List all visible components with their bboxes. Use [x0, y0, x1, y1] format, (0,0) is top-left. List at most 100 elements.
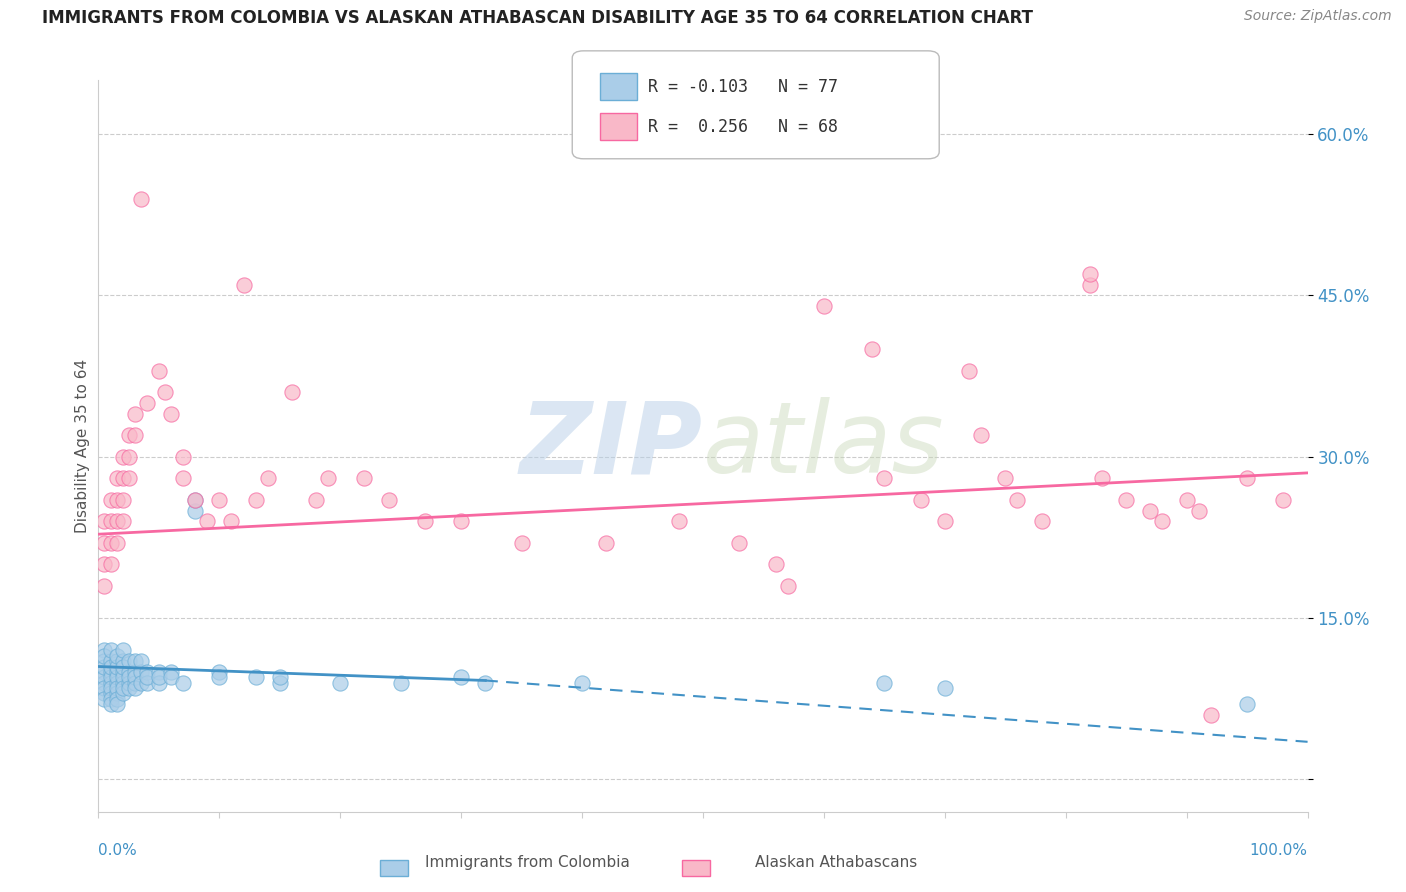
Point [1007, 492, 1029, 507]
Point [118, 450, 141, 464]
Point [105, 686, 128, 700]
Point [100, 697, 122, 711]
Point [100, 654, 122, 668]
Point [105, 514, 128, 528]
Point [111, 471, 134, 485]
Point [100, 665, 122, 679]
Point [377, 492, 399, 507]
Point [105, 665, 128, 679]
Point [1236, 697, 1258, 711]
Point [172, 675, 194, 690]
Point [873, 471, 896, 485]
Point [124, 670, 146, 684]
Point [221, 514, 243, 528]
Y-axis label: Disability Age 35 to 64: Disability Age 35 to 64 [75, 359, 90, 533]
Point [100, 686, 122, 700]
Point [124, 665, 146, 679]
Point [184, 492, 207, 507]
Point [269, 670, 291, 684]
Point [111, 665, 134, 679]
Point [111, 670, 134, 684]
Point [474, 675, 496, 690]
Point [1115, 492, 1137, 507]
Point [100, 643, 122, 657]
Point [111, 654, 134, 668]
Point [105, 670, 128, 684]
Point [256, 471, 278, 485]
Point [970, 428, 993, 442]
Point [111, 492, 134, 507]
Point [93, 648, 115, 663]
Text: Alaskan Athabascans: Alaskan Athabascans [755, 855, 918, 870]
Point [100, 670, 122, 684]
Point [957, 364, 980, 378]
Point [1078, 277, 1101, 292]
Point [93, 681, 115, 695]
Text: atlas: atlas [703, 398, 945, 494]
Point [93, 675, 115, 690]
Point [100, 675, 122, 690]
Point [281, 385, 304, 400]
Point [450, 514, 472, 528]
Point [1139, 503, 1161, 517]
Point [111, 675, 134, 690]
Point [129, 675, 152, 690]
Point [105, 471, 128, 485]
Point [184, 503, 207, 517]
Point [910, 492, 932, 507]
Point [93, 691, 115, 706]
Point [1188, 503, 1211, 517]
Point [994, 471, 1017, 485]
Point [93, 654, 115, 668]
Point [813, 299, 835, 313]
Point [934, 514, 956, 528]
Point [873, 675, 896, 690]
Point [124, 407, 146, 421]
Point [728, 536, 751, 550]
Point [135, 670, 157, 684]
Point [105, 536, 128, 550]
Point [93, 579, 115, 593]
Point [1272, 492, 1295, 507]
Point [413, 514, 436, 528]
Point [93, 665, 115, 679]
Point [118, 681, 141, 695]
Point [269, 675, 291, 690]
Point [450, 670, 472, 684]
Point [148, 675, 170, 690]
Point [160, 665, 183, 679]
Point [860, 342, 883, 356]
Point [184, 492, 207, 507]
Point [118, 428, 141, 442]
Point [124, 654, 146, 668]
Point [105, 648, 128, 663]
Point [305, 492, 328, 507]
Point [100, 659, 122, 673]
Point [111, 681, 134, 695]
Point [135, 665, 157, 679]
Point [100, 514, 122, 528]
Point [208, 670, 231, 684]
Point [105, 654, 128, 668]
Point [172, 450, 194, 464]
Point [776, 579, 799, 593]
Point [100, 558, 122, 572]
Point [105, 697, 128, 711]
Point [160, 670, 183, 684]
Point [208, 492, 231, 507]
Point [510, 536, 533, 550]
Point [232, 277, 254, 292]
Point [1199, 707, 1222, 722]
Point [118, 654, 141, 668]
Point [105, 681, 128, 695]
Point [93, 514, 115, 528]
Text: 0.0%: 0.0% [98, 843, 138, 857]
Text: R = -0.103   N = 77: R = -0.103 N = 77 [648, 78, 838, 95]
Point [100, 691, 122, 706]
Point [111, 514, 134, 528]
Text: R =  0.256   N = 68: R = 0.256 N = 68 [648, 118, 838, 136]
Point [111, 643, 134, 657]
Point [118, 670, 141, 684]
Point [1236, 471, 1258, 485]
Point [111, 450, 134, 464]
